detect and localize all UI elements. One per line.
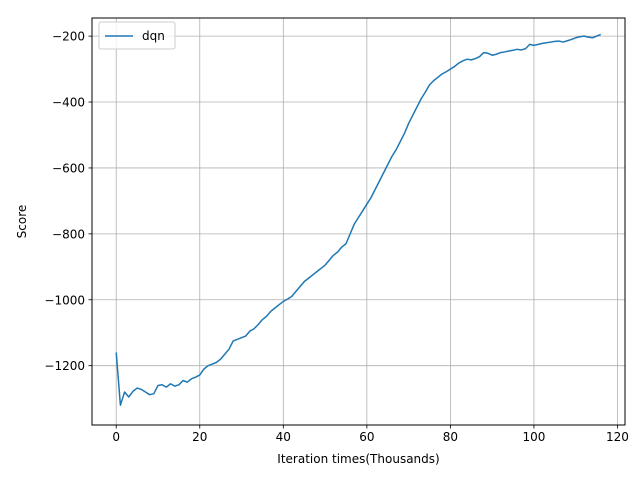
legend-box [98, 21, 176, 50]
y-tick-label: −1200 [44, 359, 85, 373]
x-tick-label: 20 [192, 430, 207, 444]
x-axis-label: Iteration times(Thousands) [277, 452, 439, 466]
grid-lines [92, 18, 625, 425]
y-tick-label: −800 [52, 227, 85, 241]
axis-ticks: 0 20 40 60 80 100 120 −1200 −1000 −800 −600 −400 −20… [44, 30, 629, 444]
x-tick-label: 80 [443, 430, 458, 444]
y-tick-label: −1000 [44, 293, 85, 307]
plot-frame [91, 17, 626, 426]
x-tick-label: 100 [522, 430, 545, 444]
y-tick-label: −200 [52, 30, 85, 44]
legend-label-dqn: dqn [142, 29, 165, 43]
x-tick-label: 60 [359, 430, 374, 444]
series-line-dqn [115, 33, 602, 406]
x-tick-label: 0 [112, 430, 120, 444]
x-tick-label: 40 [276, 430, 291, 444]
x-tick-label: 120 [606, 430, 629, 444]
y-tick-label: −400 [52, 96, 85, 110]
y-axis-label: Score [15, 205, 29, 239]
legend: dqn [98, 21, 176, 50]
y-tick-label: −600 [52, 161, 85, 175]
series-lines [115, 33, 602, 406]
